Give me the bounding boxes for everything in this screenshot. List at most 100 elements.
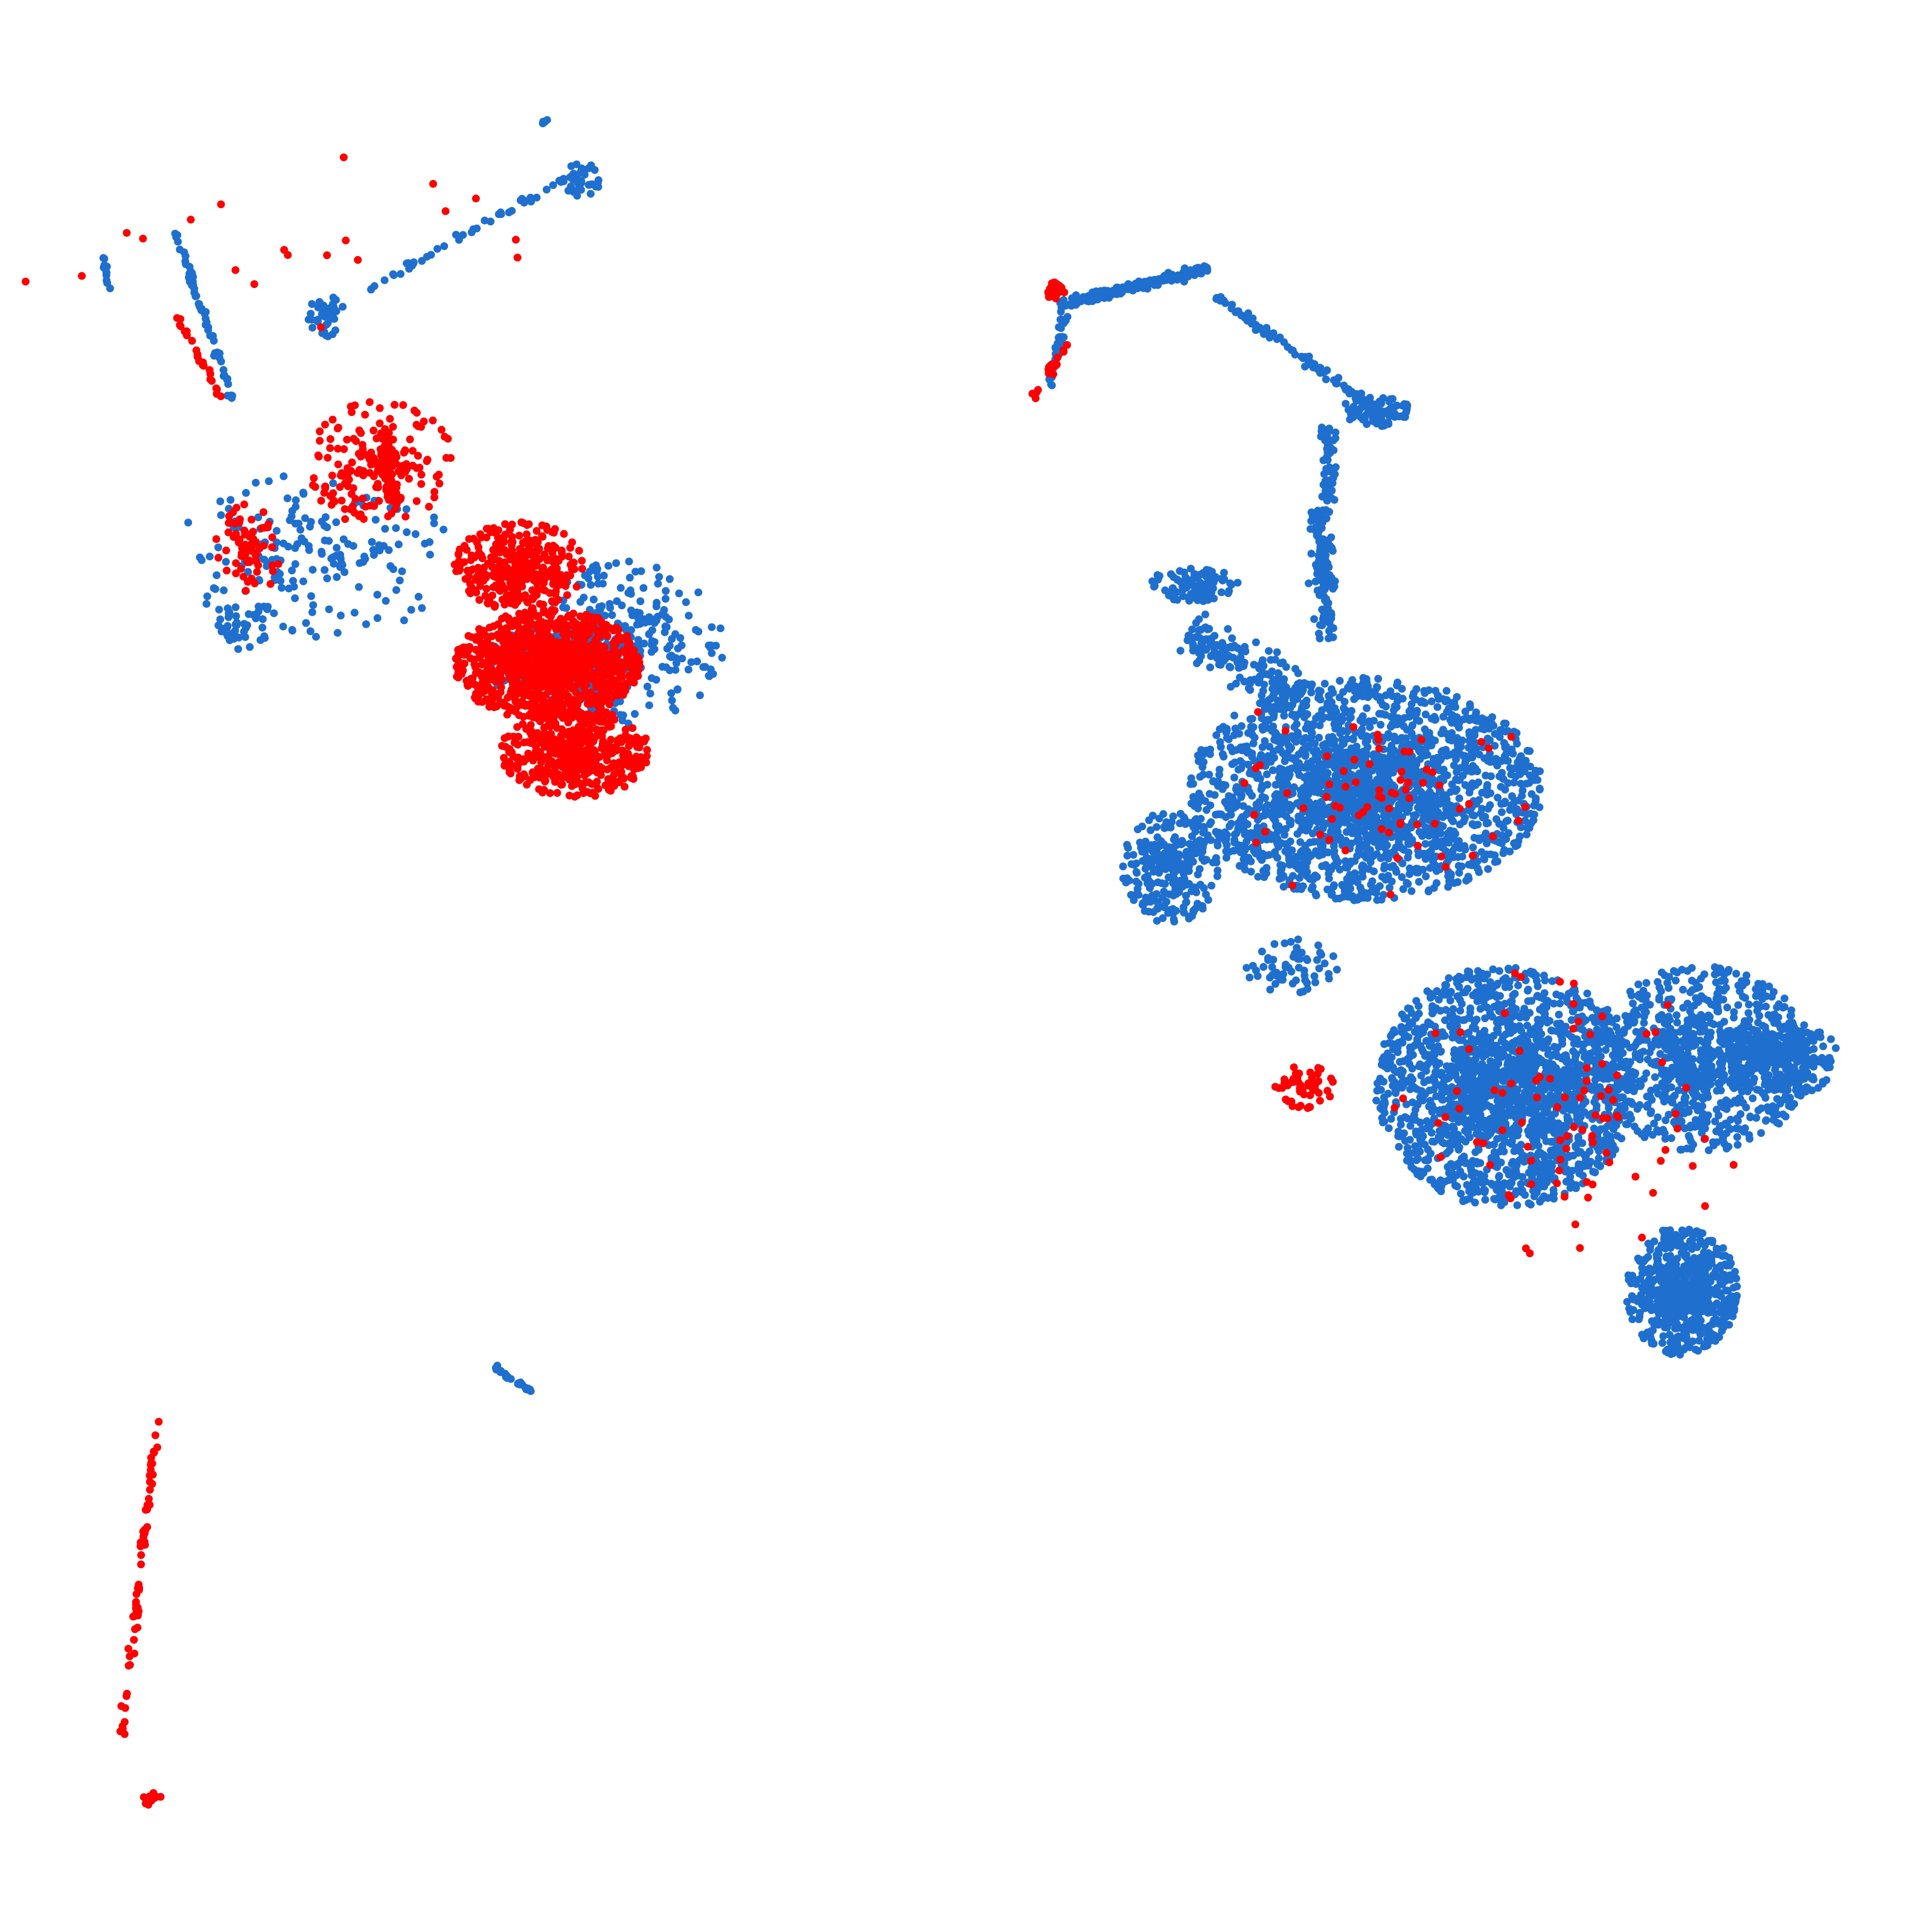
- scatter-point: [1331, 782, 1340, 790]
- scatter-point: [625, 574, 634, 582]
- scatter-point: [1461, 781, 1470, 789]
- scatter-point: [400, 616, 408, 624]
- scatter-point: [1407, 705, 1415, 714]
- scatter-point: [1591, 1168, 1599, 1177]
- scatter-point: [333, 573, 341, 581]
- scatter-point: [708, 649, 716, 657]
- scatter-point: [1484, 819, 1492, 827]
- scatter-point: [1529, 816, 1538, 825]
- scatter-point: [1230, 804, 1238, 812]
- scatter-point: [1384, 1124, 1393, 1133]
- scatter-point: [1395, 827, 1403, 836]
- scatter-point: [1408, 1064, 1416, 1073]
- scatter-point: [584, 164, 593, 173]
- scatter-point: [1230, 711, 1238, 720]
- scatter-point: [1456, 820, 1464, 828]
- scatter-point: [1451, 1071, 1460, 1080]
- scatter-point: [1262, 705, 1270, 713]
- scatter-point: [1527, 997, 1536, 1005]
- scatter-point: [1279, 781, 1287, 790]
- scatter-point: [1226, 743, 1235, 752]
- scatter-point: [1335, 693, 1344, 702]
- scatter-point: [298, 534, 305, 542]
- scatter-point: [430, 519, 438, 528]
- scatter-point: [1212, 810, 1220, 819]
- scatter-point: [1447, 737, 1456, 744]
- scatter-point: [560, 177, 568, 185]
- scatter-point: [1450, 1162, 1458, 1171]
- scatter-point: [1281, 831, 1289, 839]
- scatter-point: [653, 563, 661, 572]
- scatter-point: [1223, 799, 1231, 808]
- scatter-point: [1456, 996, 1464, 1004]
- scatter-point: [1303, 710, 1311, 718]
- scatter-point: [291, 544, 299, 552]
- scatter-point: [1276, 866, 1285, 875]
- scatter-point: [1262, 770, 1271, 778]
- scatter-point: [658, 662, 667, 671]
- series-blue-points: [99, 116, 1840, 1395]
- scatter-point: [1456, 776, 1464, 784]
- scatter-point: [329, 479, 337, 487]
- scatter-point: [687, 658, 696, 667]
- scatter-point: [1301, 750, 1310, 759]
- scatter-point: [1506, 1019, 1514, 1026]
- scatter-point: [234, 645, 242, 653]
- scatter-point: [1230, 773, 1238, 782]
- scatter-point: [1425, 733, 1434, 741]
- scatter-point: [1494, 793, 1502, 802]
- scatter-point: [1315, 734, 1323, 742]
- scatter-point: [1199, 837, 1208, 846]
- scatter-point: [1392, 868, 1401, 876]
- scatter-point: [1497, 1118, 1505, 1127]
- scatter-point: [1510, 778, 1518, 787]
- scatter-point: [594, 580, 603, 588]
- scatter-point: [1436, 842, 1445, 850]
- scatter-point: [1347, 827, 1355, 834]
- scatter-point: [1295, 771, 1303, 779]
- scatter-point: [1384, 849, 1393, 858]
- scatter-point: [580, 170, 589, 179]
- scatter-point: [215, 606, 223, 614]
- scatter-point: [1235, 729, 1243, 738]
- scatter-point: [407, 606, 415, 614]
- scatter-point: [373, 590, 382, 599]
- scatter-point: [1170, 917, 1179, 926]
- scatter-point: [1395, 1143, 1403, 1151]
- scatter-point: [1259, 726, 1267, 734]
- scatter-point: [694, 588, 703, 597]
- scatter-point: [1520, 1157, 1528, 1166]
- scatter-point: [349, 542, 357, 550]
- scatter-point: [296, 525, 304, 534]
- scatter-point: [1372, 683, 1381, 691]
- scatter-point: [1308, 875, 1317, 884]
- scatter-point: [202, 600, 211, 608]
- scatter-point: [1260, 873, 1268, 881]
- scatter-point: [1444, 852, 1452, 861]
- scatter-point: [660, 606, 668, 614]
- scatter-point: [100, 261, 109, 269]
- scatter-point: [1389, 1081, 1397, 1090]
- scatter-point: [171, 229, 179, 238]
- scatter-point: [279, 622, 287, 631]
- scatter-point: [1442, 791, 1450, 799]
- scatter-point: [1353, 852, 1361, 860]
- scatter-point: [184, 519, 193, 526]
- scatter-point: [673, 685, 682, 694]
- scatter-point: [1189, 906, 1198, 915]
- scatter-point: [1147, 898, 1154, 906]
- scatter-point: [1476, 1159, 1485, 1167]
- scatter-point: [1445, 974, 1453, 982]
- scatter-point: [1375, 709, 1383, 718]
- scatter-point: [1436, 1006, 1445, 1015]
- scatter-point: [527, 197, 536, 206]
- scatter-point: [1243, 749, 1252, 757]
- scatter-point: [1334, 788, 1343, 796]
- scatter-point: [1416, 1136, 1424, 1144]
- scatter-point: [1283, 842, 1291, 850]
- scatter-point: [392, 524, 400, 533]
- scatter-point: [636, 597, 645, 606]
- scatter-point: [1411, 738, 1419, 746]
- scatter-point: [1471, 764, 1480, 773]
